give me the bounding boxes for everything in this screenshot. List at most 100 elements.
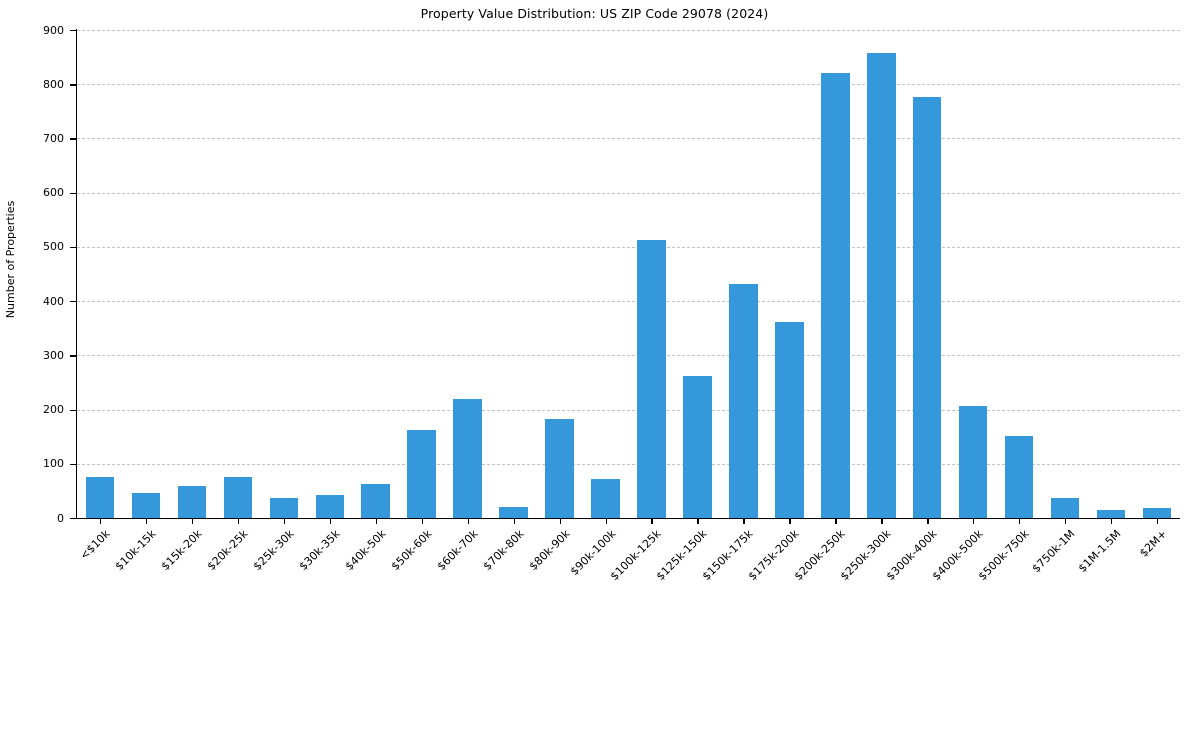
y-gridline <box>77 84 1180 86</box>
y-tick-label: 100 <box>43 457 64 471</box>
x-tick-label: $90k-100k <box>567 527 619 578</box>
bar[interactable] <box>1004 435 1034 518</box>
x-tick-mark <box>1111 518 1113 524</box>
y-axis-spine <box>76 29 78 519</box>
y-tick-mark <box>70 355 76 357</box>
bar[interactable] <box>637 239 666 518</box>
x-tick-mark <box>743 518 745 524</box>
x-tick-label: $250k-300k <box>838 527 894 583</box>
y-tick-mark <box>70 518 76 520</box>
y-tick-label: 0 <box>57 511 64 525</box>
x-tick-mark <box>651 518 653 524</box>
x-tick-mark <box>881 518 883 524</box>
y-tick-mark <box>70 192 76 194</box>
x-tick-mark <box>927 518 929 524</box>
bar[interactable] <box>407 430 436 518</box>
bar[interactable] <box>1050 497 1080 518</box>
x-tick-label: $125k-150k <box>654 527 710 583</box>
y-gridline <box>77 301 1180 303</box>
x-tick-mark <box>1065 518 1067 524</box>
y-gridline <box>77 30 1180 31</box>
y-gridline <box>77 192 1180 194</box>
bar[interactable] <box>912 97 942 518</box>
x-tick-mark <box>375 518 378 524</box>
x-tick-mark <box>789 518 791 524</box>
x-tick-label: $500k-750k <box>975 527 1032 583</box>
y-gridline <box>77 355 1180 357</box>
bar[interactable] <box>499 507 528 518</box>
y-tick-label: 700 <box>43 131 64 145</box>
bar[interactable] <box>958 405 988 518</box>
y-tick-mark <box>70 409 76 411</box>
y-gridline <box>77 409 1180 411</box>
x-tick-label: $300k-400k <box>884 527 940 583</box>
y-tick-mark <box>70 463 76 466</box>
bar[interactable] <box>775 321 804 518</box>
bar[interactable] <box>545 418 574 518</box>
y-tick-label: 800 <box>43 77 64 91</box>
x-tick-mark <box>559 518 561 524</box>
bar[interactable] <box>867 53 896 518</box>
bar[interactable] <box>269 497 299 518</box>
x-tick-label: $200k-250k <box>792 527 848 583</box>
x-tick-mark <box>145 518 148 524</box>
bar[interactable] <box>1096 510 1126 518</box>
bar[interactable] <box>223 476 253 518</box>
y-tick-label: 400 <box>43 294 64 308</box>
bar[interactable] <box>177 486 207 518</box>
x-tick-label: $175k-200k <box>746 527 802 583</box>
y-tick-mark <box>70 84 76 86</box>
x-tick-mark <box>605 518 607 524</box>
x-tick-mark <box>973 518 975 524</box>
x-tick-label: $25k-30k <box>250 527 297 574</box>
chart-title: Property Value Distribution: US ZIP Code… <box>420 6 769 21</box>
plot-area <box>77 30 1180 518</box>
x-tick-label: $2M+ <box>1137 527 1170 560</box>
x-tick-mark <box>237 518 240 524</box>
bar[interactable] <box>1142 508 1172 518</box>
bar[interactable] <box>361 484 390 518</box>
x-tick-label: $750k-1M <box>1029 527 1078 576</box>
y-gridline <box>77 463 1180 465</box>
x-tick-mark <box>421 518 423 524</box>
y-tick-mark <box>70 30 76 32</box>
y-tick-label: 200 <box>43 403 64 417</box>
x-axis-spine <box>76 517 1180 519</box>
y-tick-label: 600 <box>43 186 64 200</box>
bars-layer <box>77 30 1180 518</box>
x-tick-label: $70k-80k <box>480 527 527 574</box>
bar[interactable] <box>85 476 115 518</box>
x-tick-mark <box>513 518 515 524</box>
x-tick-label: $100k-125k <box>608 527 664 583</box>
x-tick-label: $30k-35k <box>296 527 343 574</box>
x-tick-mark <box>697 518 699 524</box>
bar[interactable] <box>591 478 620 518</box>
y-tick-mark <box>70 301 76 303</box>
y-gridline <box>77 138 1180 140</box>
x-tick-label: $150k-175k <box>700 527 756 583</box>
x-tick-label: $1M-1.5M <box>1075 527 1124 575</box>
y-tick-label: 900 <box>43 23 64 37</box>
x-tick-label: $80k-90k <box>526 527 573 574</box>
x-tick-mark <box>835 518 837 524</box>
x-tick-mark <box>329 518 332 524</box>
x-tick-mark <box>467 518 469 524</box>
bar[interactable] <box>729 283 758 518</box>
bar[interactable] <box>315 494 344 518</box>
x-tick-mark <box>283 518 286 524</box>
y-axis-label: Number of Properties <box>2 0 20 518</box>
x-tick-label: $20k-25k <box>204 527 251 574</box>
x-tick-label: $60k-70k <box>434 527 481 574</box>
x-tick-mark <box>1157 518 1159 524</box>
x-tick-mark <box>1019 518 1021 524</box>
y-tick-mark <box>70 246 76 249</box>
chart-figure: Property Value Distribution: US ZIP Code… <box>2 0 1180 583</box>
y-gridline <box>77 246 1180 248</box>
bar[interactable] <box>131 493 161 518</box>
bar[interactable] <box>453 398 482 518</box>
x-tick-mark <box>191 518 194 524</box>
y-tick-mark <box>70 138 76 140</box>
bar[interactable] <box>683 375 712 518</box>
y-tick-label: 300 <box>43 348 64 362</box>
bar[interactable] <box>821 72 850 518</box>
